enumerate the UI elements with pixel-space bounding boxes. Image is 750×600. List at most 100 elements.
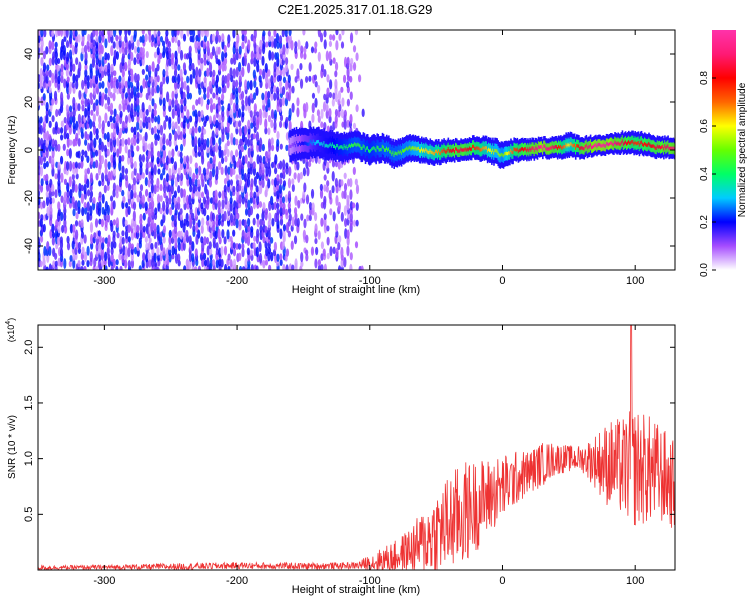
noise-cell	[59, 127, 64, 134]
noise-cell	[200, 224, 204, 235]
noise-cell	[136, 92, 140, 99]
noise-cell	[195, 166, 199, 175]
noise-cell	[66, 182, 70, 193]
noise-cell	[224, 143, 228, 153]
noise-cell	[275, 183, 280, 191]
noise-cell	[238, 127, 243, 137]
noise-cell	[220, 246, 224, 256]
noise-cell	[127, 149, 131, 159]
noise-cell	[241, 185, 245, 193]
noise-cell	[205, 115, 209, 122]
noise-cell	[60, 70, 64, 77]
noise-cell	[177, 196, 181, 205]
noise-cell	[89, 92, 93, 100]
noise-cell	[130, 103, 134, 113]
noise-cell	[237, 108, 242, 119]
noise-cell	[43, 130, 47, 141]
noise-cell	[101, 237, 105, 244]
noise-cell	[250, 264, 254, 270]
noise-cell	[232, 248, 237, 257]
noise-cell	[320, 108, 324, 120]
noise-cell	[40, 30, 44, 38]
noise-cell	[109, 195, 114, 202]
noise-cell	[281, 85, 286, 96]
noise-cell	[54, 260, 58, 267]
noise-cell	[234, 79, 239, 88]
noise-cell	[352, 202, 356, 209]
noise-cell	[59, 236, 63, 244]
noise-cell	[110, 247, 114, 255]
noise-cell	[171, 214, 175, 222]
noise-cell	[127, 137, 131, 146]
noise-cell	[270, 144, 275, 152]
noise-cell	[144, 33, 148, 42]
noise-cell	[112, 258, 116, 268]
noise-cell	[299, 62, 303, 71]
noise-cell	[148, 191, 152, 199]
noise-cell	[127, 188, 131, 200]
noise-cell	[221, 228, 225, 239]
noise-cell	[244, 79, 248, 91]
noise-cell	[179, 230, 183, 240]
noise-cell	[188, 235, 192, 246]
noise-cell	[215, 242, 219, 251]
noise-cell	[270, 137, 274, 146]
noise-cell	[241, 132, 246, 143]
noise-cell	[66, 161, 70, 171]
noise-cell	[156, 266, 160, 270]
noise-cell	[103, 251, 108, 262]
noise-cell	[179, 68, 183, 79]
noise-cell	[89, 119, 93, 130]
noise-cell	[250, 121, 254, 129]
y-tick-label: -20	[23, 190, 35, 206]
noise-cell	[217, 207, 221, 216]
noise-cell	[59, 247, 64, 257]
noise-cell	[66, 136, 70, 148]
noise-cell	[291, 85, 295, 94]
noise-cell	[206, 214, 210, 221]
noise-cell	[162, 109, 166, 118]
noise-cell	[197, 179, 201, 187]
noise-cell	[133, 46, 138, 54]
noise-cell	[279, 143, 283, 150]
noise-cell	[98, 115, 102, 124]
noise-cell	[93, 137, 97, 149]
noise-cell	[334, 70, 338, 78]
noise-cell	[170, 183, 174, 195]
noise-cell	[136, 131, 140, 141]
noise-cell	[112, 41, 116, 49]
noise-cell	[182, 33, 187, 42]
noise-cell	[179, 49, 184, 61]
noise-cell	[311, 92, 316, 99]
noise-cell	[273, 201, 277, 211]
noise-cell	[153, 103, 157, 110]
noise-cell	[156, 34, 161, 45]
noise-cell	[95, 236, 100, 246]
noise-cell	[305, 194, 310, 205]
noise-cell	[296, 68, 300, 80]
noise-cell	[197, 188, 201, 200]
noise-cell	[65, 104, 70, 113]
noise-cell	[349, 252, 353, 261]
noise-cell	[197, 110, 201, 117]
noise-cell	[230, 150, 234, 159]
noise-cell	[115, 184, 119, 194]
noise-cell	[229, 212, 234, 223]
noise-cell	[87, 33, 91, 43]
noise-cell	[281, 196, 286, 204]
noise-cell	[308, 201, 313, 211]
noise-cell	[109, 115, 113, 123]
noise-cell	[66, 242, 71, 251]
noise-cell	[337, 161, 341, 170]
snr-series-line	[38, 325, 675, 570]
noise-cell	[177, 202, 181, 210]
noise-cell	[104, 64, 108, 73]
noise-cell	[165, 173, 170, 183]
noise-cell	[320, 217, 324, 227]
noise-cell	[302, 190, 306, 200]
noise-cell	[244, 154, 248, 164]
noise-cell	[322, 101, 327, 112]
noise-cell	[95, 35, 99, 43]
noise-cell	[255, 265, 259, 270]
noise-cell	[218, 161, 222, 170]
